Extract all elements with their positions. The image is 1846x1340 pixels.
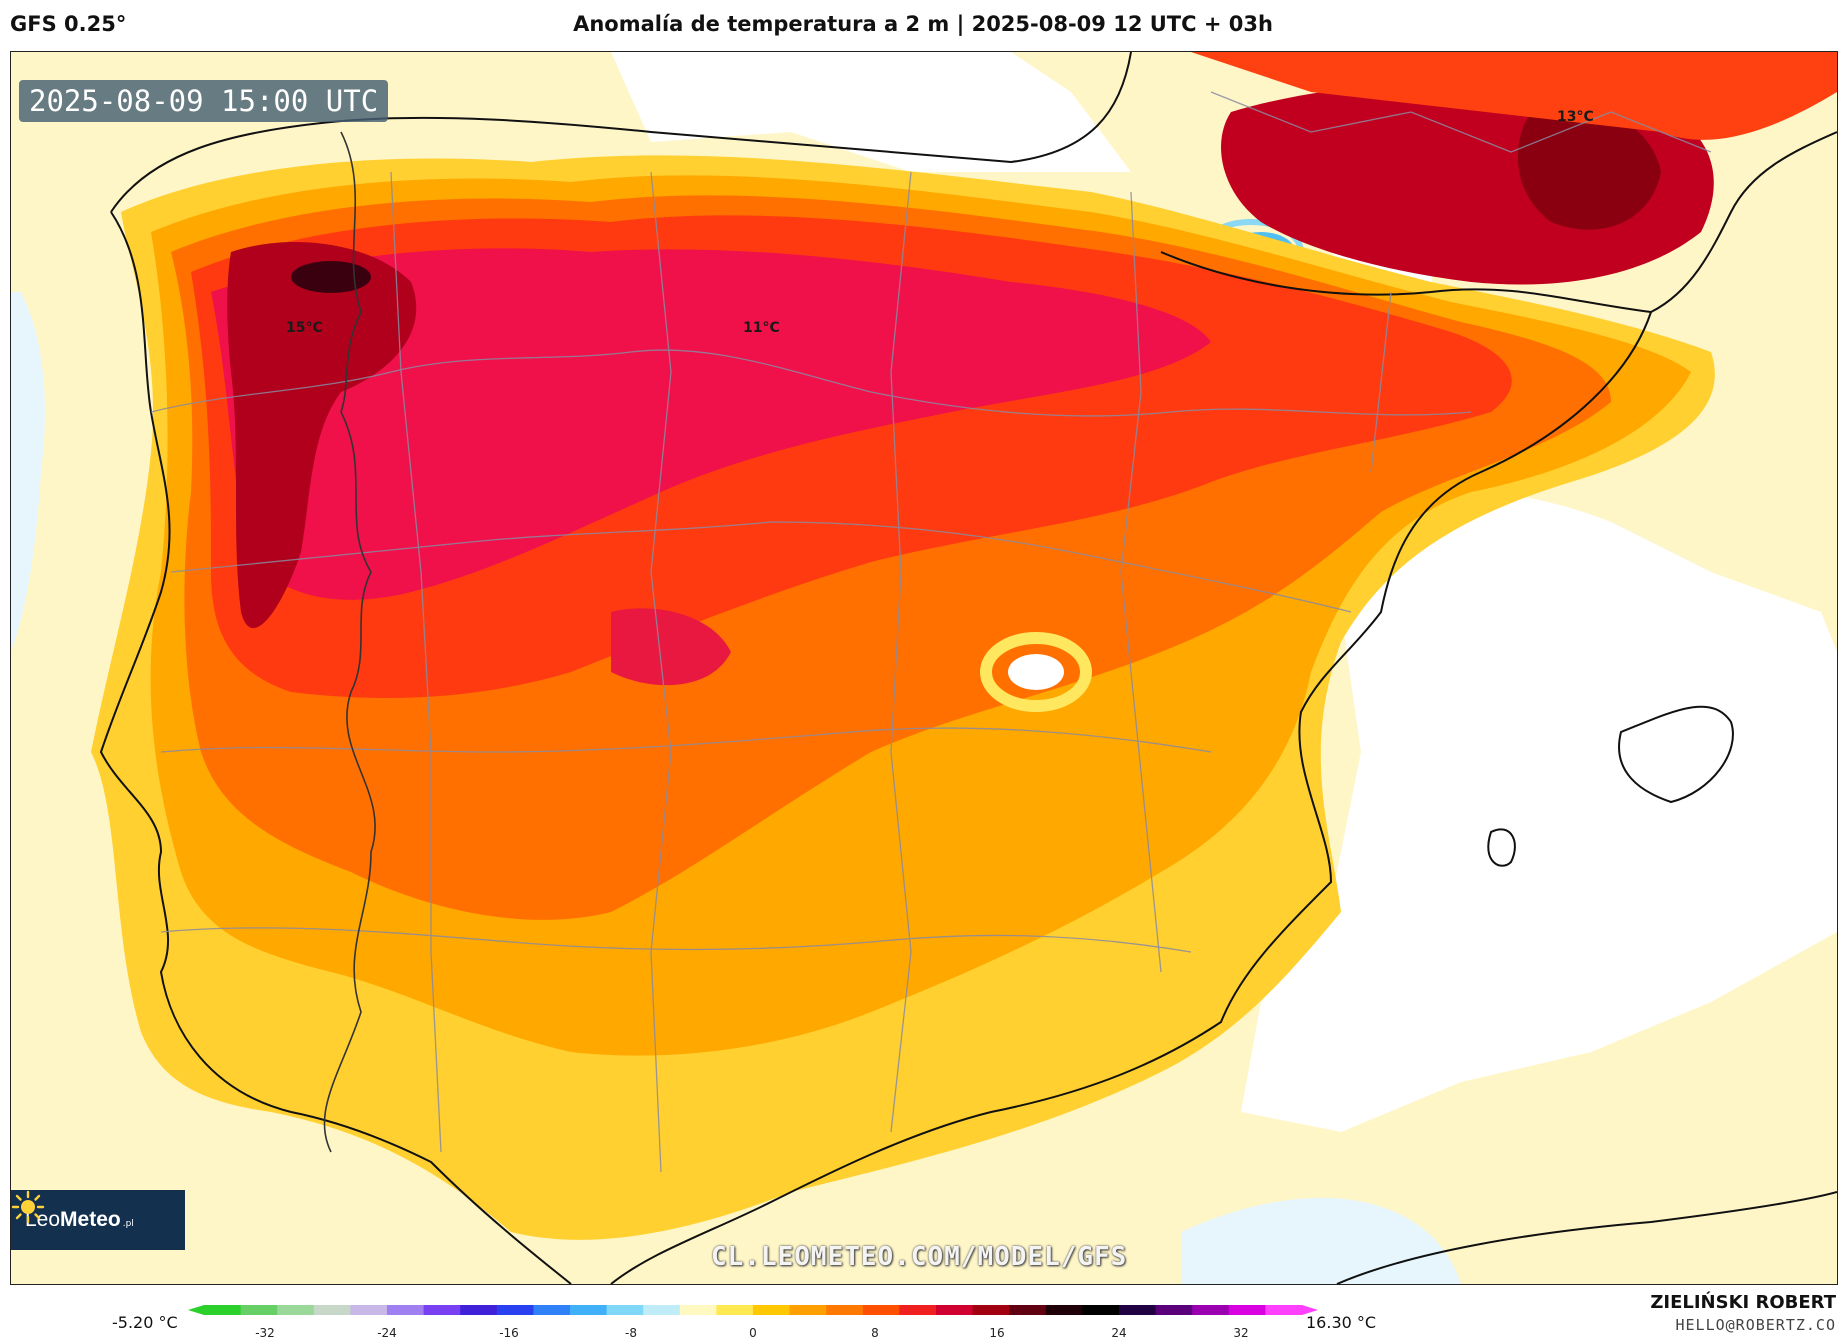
sea-cool-south bbox=[1181, 1197, 1461, 1284]
cool-spot-center bbox=[1008, 654, 1064, 690]
colorbar-cell bbox=[716, 1305, 754, 1315]
colorbar-cell bbox=[1119, 1305, 1157, 1315]
colorbar-tick-label: -16 bbox=[499, 1326, 519, 1340]
colorbar-right-arrow bbox=[1302, 1305, 1318, 1315]
sea-white-med bbox=[1241, 488, 1837, 1132]
colorbar-cell bbox=[789, 1305, 827, 1315]
colorbar-cell bbox=[570, 1305, 608, 1315]
colorbar-cell bbox=[1192, 1305, 1230, 1315]
colorbar bbox=[188, 1305, 1318, 1315]
colorbar-cell bbox=[460, 1305, 498, 1315]
colorbar-cell bbox=[1045, 1305, 1083, 1315]
colorbar-cell bbox=[643, 1305, 681, 1315]
temp-label-france: 13°C bbox=[1557, 109, 1594, 125]
colorbar-tick-label: 8 bbox=[871, 1326, 879, 1340]
model-name: GFS 0.25° bbox=[10, 12, 127, 36]
colorbar-tick-label: 32 bbox=[1233, 1326, 1249, 1340]
colorbar-cell bbox=[350, 1305, 388, 1315]
sea-white-north bbox=[611, 52, 1131, 172]
leometeo-logo[interactable]: LeoMeteo .pl bbox=[11, 1190, 185, 1250]
temp-label-galicia: 15°C bbox=[286, 320, 323, 336]
colorbar-min-label: -5.20 °C bbox=[112, 1313, 178, 1332]
band-crimson bbox=[211, 248, 1211, 600]
colorbar-cell bbox=[679, 1305, 717, 1315]
colorbar-cell bbox=[753, 1305, 791, 1315]
colorbar-cell bbox=[277, 1305, 315, 1315]
logo-text: LeoMeteo bbox=[25, 1208, 121, 1231]
coastlines bbox=[99, 52, 1837, 1284]
colorbar-max-label: 16.30 °C bbox=[1306, 1313, 1377, 1332]
band-dark-red-galicia bbox=[227, 242, 417, 629]
colorbar-cell bbox=[1155, 1305, 1193, 1315]
temp-label-castilla: 11°C bbox=[743, 320, 780, 336]
colorbar-cell bbox=[972, 1305, 1010, 1315]
colorbar-cell bbox=[313, 1305, 351, 1315]
colorbar-cell bbox=[496, 1305, 534, 1315]
colorbar-cell bbox=[533, 1305, 571, 1315]
colorbar-left-arrow bbox=[188, 1305, 204, 1315]
colorbar-cell bbox=[240, 1305, 278, 1315]
colorbar-tick-label: 16 bbox=[989, 1326, 1005, 1340]
colorbar-tick-label: -24 bbox=[377, 1326, 397, 1340]
sea-cool-west bbox=[11, 292, 45, 652]
logo-suffix: .pl bbox=[122, 1219, 134, 1229]
colorbar-tick-label: 0 bbox=[749, 1326, 757, 1340]
colorbar-cell bbox=[423, 1305, 461, 1315]
admin-boundaries bbox=[150, 91, 1712, 1173]
colorbar-cell bbox=[862, 1305, 900, 1315]
country-border bbox=[323, 131, 376, 1153]
colorbar-cell bbox=[1009, 1305, 1047, 1315]
band-darkest-france bbox=[1517, 105, 1661, 230]
valid-time-badge: 2025-08-09 15:00 UTC bbox=[19, 80, 389, 122]
hotspot-galicia bbox=[291, 261, 371, 293]
anomaly-map bbox=[11, 52, 1837, 1284]
colorbar-cell bbox=[606, 1305, 644, 1315]
sun-icon bbox=[11, 1190, 45, 1224]
colorbar-cell bbox=[1082, 1305, 1120, 1315]
source-watermark: CL.LEOMETEO.COM/MODEL/GFS bbox=[711, 1242, 1128, 1272]
colorbar-tick-label: -8 bbox=[625, 1326, 637, 1340]
colorbar-cell bbox=[936, 1305, 974, 1315]
colorbar-cell bbox=[826, 1305, 864, 1315]
band-crimson-center bbox=[611, 608, 731, 686]
colorbar-cell bbox=[1265, 1305, 1303, 1315]
map-title: Anomalía de temperatura a 2 m | 2025-08-… bbox=[573, 12, 1273, 36]
colorbar-cell bbox=[899, 1305, 937, 1315]
author-name: ZIELIŃSKI ROBERT bbox=[1650, 1292, 1836, 1313]
colorbar-cell bbox=[387, 1305, 425, 1315]
author-email: HELLO@ROBERTZ.CO bbox=[1675, 1316, 1836, 1334]
colorbar-cell bbox=[204, 1305, 242, 1315]
colorbar-tick-label: 24 bbox=[1111, 1326, 1127, 1340]
colorbar-tick-label: -32 bbox=[255, 1326, 275, 1340]
colorbar-cell bbox=[1228, 1305, 1266, 1315]
band-red-top bbox=[1191, 52, 1837, 140]
map-panel[interactable]: 2025-08-09 15:00 UTC 15°C 11°C 13°C LeoM… bbox=[10, 51, 1838, 1285]
